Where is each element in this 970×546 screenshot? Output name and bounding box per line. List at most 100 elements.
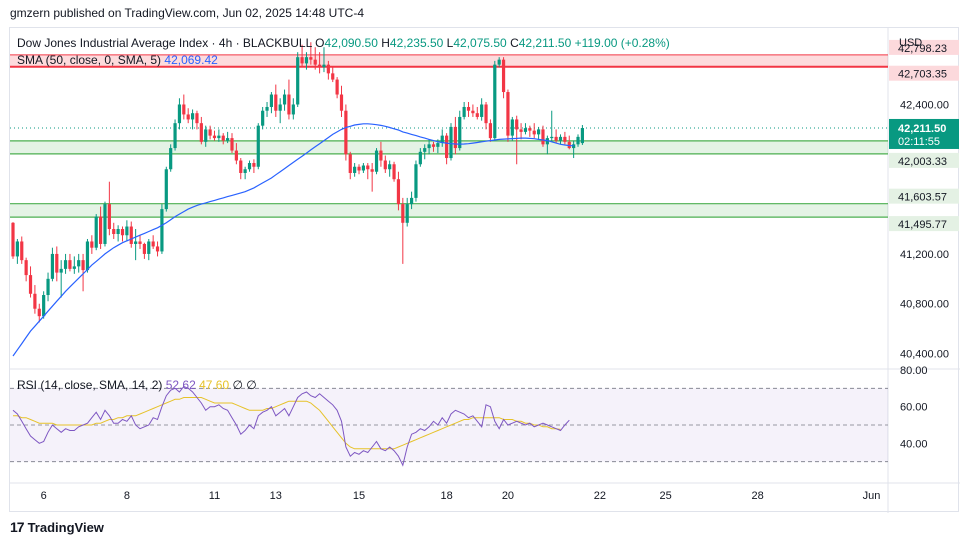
rsi-label[interactable]: RSI (14, close, SMA, 14, 2) <box>17 378 163 392</box>
time-tick-label: 13 <box>270 490 282 502</box>
candle-body <box>427 144 431 149</box>
tradingview-brand-text: TradingView <box>27 519 104 535</box>
candle-body <box>335 79 339 95</box>
price-tick-label: 42,400.00 <box>900 99 949 111</box>
ohlc-open-label: O <box>315 36 325 50</box>
candle-body <box>318 64 322 68</box>
candle-body <box>493 64 497 139</box>
zone-price-badge <box>889 216 959 232</box>
rsi-tick-label: 60.00 <box>900 402 928 414</box>
candle-body <box>418 151 422 165</box>
candle-body <box>510 119 514 136</box>
candle-body <box>501 59 506 93</box>
candle-body <box>436 143 440 147</box>
ohlc-open: 42,090.50 <box>324 36 378 50</box>
price-change: +119.00 (+0.28%) <box>574 36 670 50</box>
zone-price-badge <box>889 188 959 204</box>
candle-body <box>234 150 238 161</box>
candle-body <box>68 260 72 269</box>
candle-body <box>90 241 94 248</box>
candle-body <box>169 148 173 170</box>
candle-body <box>269 94 274 107</box>
candle-body <box>537 129 541 135</box>
candle-body <box>523 128 528 132</box>
candle-body <box>282 94 287 105</box>
candle-body <box>177 104 182 124</box>
currency-label[interactable]: USD <box>899 37 923 49</box>
time-tick-label: Jun <box>863 490 881 502</box>
candle-body <box>449 126 453 159</box>
candle-body <box>506 92 510 136</box>
candle-body <box>374 150 379 172</box>
candle-body <box>304 57 309 64</box>
ohlc-low-label: L <box>446 36 454 50</box>
zone-price-label: 42,798.23 <box>898 43 947 55</box>
candle-body <box>563 136 567 142</box>
candle-body <box>431 144 436 147</box>
candle-body <box>217 135 221 139</box>
price-tick-label: 41,200.00 <box>900 249 949 261</box>
candle-body <box>558 136 563 141</box>
candle-body <box>164 169 168 210</box>
candle-body <box>379 150 383 161</box>
candle-body <box>445 135 449 159</box>
candle-body <box>409 197 414 205</box>
candle-body <box>208 129 212 136</box>
zone-price-badge <box>889 152 959 168</box>
candle-body <box>129 226 133 244</box>
candle-body <box>291 104 295 115</box>
candle-body <box>37 308 41 317</box>
zone-support-1 <box>10 140 888 154</box>
ohlc-low: 42,075.50 <box>453 36 507 50</box>
candle-body <box>186 114 190 120</box>
rsi-extra-values: ∅ ∅ <box>232 378 257 392</box>
time-tick-label: 8 <box>124 490 130 502</box>
candle-body <box>554 136 558 141</box>
candle-body <box>545 138 549 145</box>
zone-price-label: 42,703.35 <box>898 69 947 81</box>
candle-body <box>59 268 63 273</box>
candle-body <box>414 164 418 198</box>
rsi-sma-value: 47.60 <box>199 378 230 392</box>
candle-body <box>462 106 466 117</box>
candle-body <box>532 130 536 135</box>
chart-canvas[interactable]: 40,400.00 40,800.00 41,200.00 42,400.00 42,7… <box>10 28 960 513</box>
candle-body <box>366 165 370 170</box>
candle-body <box>453 126 457 149</box>
candle-body <box>322 64 326 68</box>
price-tick-label: 40,400.00 <box>900 349 949 361</box>
candle-body <box>99 216 103 244</box>
candle-body <box>107 204 111 230</box>
candle-body <box>221 135 225 141</box>
candle-body <box>339 94 344 111</box>
candle-body <box>63 260 68 269</box>
candle-body <box>515 119 519 130</box>
candle-body <box>353 166 357 173</box>
candle-body <box>278 104 282 111</box>
candle-body <box>572 144 576 149</box>
sma-line <box>12 123 574 357</box>
time-tick-label: 25 <box>659 490 671 502</box>
candle-body <box>28 275 33 294</box>
candle-body <box>484 104 488 124</box>
last-price-label: 42,211.50 <box>898 123 946 135</box>
candle-body <box>81 260 85 271</box>
ohlc-high-label: H <box>381 36 390 50</box>
candle-body <box>190 113 195 120</box>
candle-body <box>488 123 493 139</box>
sma-label[interactable]: SMA (50, close, 0, SMA, 5) <box>17 53 162 67</box>
zone-price-badge <box>889 39 959 55</box>
candle-body <box>401 204 405 223</box>
symbol-label[interactable]: Dow Jones Industrial Average Index · 4h … <box>17 36 312 50</box>
candle-body <box>423 148 427 152</box>
rsi-line <box>12 385 570 467</box>
candle-body <box>383 160 387 170</box>
zone-price-label: 42,003.33 <box>898 156 947 168</box>
rsi-sma-line <box>13 397 561 450</box>
candle-body <box>55 253 59 273</box>
candle-body <box>212 135 217 139</box>
candle-body <box>112 229 116 234</box>
candle-body <box>155 246 160 252</box>
chart-frame: 40,400.00 40,800.00 41,200.00 42,400.00 42,7… <box>9 27 960 513</box>
candle-body <box>42 295 46 317</box>
